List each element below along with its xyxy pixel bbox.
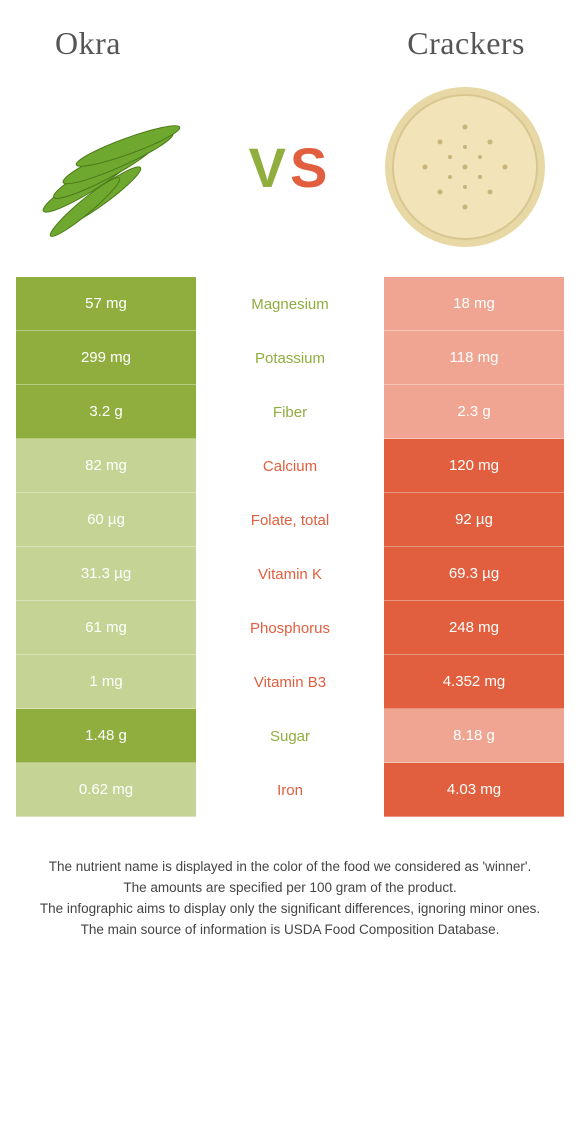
table-row: 1 mgVitamin B34.352 mg (16, 655, 564, 709)
right-value: 4.03 mg (384, 763, 564, 817)
right-value: 4.352 mg (384, 655, 564, 709)
footer-line: The main source of information is USDA F… (18, 920, 562, 941)
left-value: 299 mg (16, 331, 196, 385)
nutrient-name: Calcium (196, 439, 384, 493)
vs-v: V (249, 136, 290, 199)
left-value: 61 mg (16, 601, 196, 655)
right-value: 118 mg (384, 331, 564, 385)
right-value: 18 mg (384, 277, 564, 331)
left-value: 57 mg (16, 277, 196, 331)
table-row: 57 mgMagnesium18 mg (16, 277, 564, 331)
nutrient-name: Iron (196, 763, 384, 817)
vs-label: VS (249, 135, 332, 200)
table-row: 299 mgPotassium118 mg (16, 331, 564, 385)
left-value: 60 µg (16, 493, 196, 547)
left-value: 31.3 µg (16, 547, 196, 601)
images-row: VS (0, 72, 580, 277)
nutrient-name: Potassium (196, 331, 384, 385)
left-value: 1.48 g (16, 709, 196, 763)
okra-image (30, 82, 200, 252)
right-value: 2.3 g (384, 385, 564, 439)
comparison-table: 57 mgMagnesium18 mg299 mgPotassium118 mg… (16, 277, 564, 817)
header: Okra Crackers (0, 0, 580, 72)
right-value: 92 µg (384, 493, 564, 547)
right-value: 8.18 g (384, 709, 564, 763)
food-left-title: Okra (55, 25, 121, 62)
left-value: 3.2 g (16, 385, 196, 439)
cracker-image (380, 82, 550, 252)
footer-line: The infographic aims to display only the… (18, 899, 562, 920)
table-row: 1.48 gSugar8.18 g (16, 709, 564, 763)
nutrient-name: Phosphorus (196, 601, 384, 655)
table-row: 3.2 gFiber2.3 g (16, 385, 564, 439)
footer-notes: The nutrient name is displayed in the co… (0, 817, 580, 941)
table-row: 61 mgPhosphorus248 mg (16, 601, 564, 655)
vs-s: S (290, 136, 331, 199)
nutrient-name: Vitamin K (196, 547, 384, 601)
nutrient-name: Sugar (196, 709, 384, 763)
nutrient-name: Vitamin B3 (196, 655, 384, 709)
nutrient-name: Folate, total (196, 493, 384, 547)
nutrient-name: Fiber (196, 385, 384, 439)
footer-line: The amounts are specified per 100 gram o… (18, 878, 562, 899)
left-value: 0.62 mg (16, 763, 196, 817)
table-row: 31.3 µgVitamin K69.3 µg (16, 547, 564, 601)
right-value: 69.3 µg (384, 547, 564, 601)
footer-line: The nutrient name is displayed in the co… (18, 857, 562, 878)
nutrient-name: Magnesium (196, 277, 384, 331)
right-value: 248 mg (384, 601, 564, 655)
table-row: 60 µgFolate, total92 µg (16, 493, 564, 547)
right-value: 120 mg (384, 439, 564, 493)
table-row: 0.62 mgIron4.03 mg (16, 763, 564, 817)
food-right-title: Crackers (407, 25, 525, 62)
table-row: 82 mgCalcium120 mg (16, 439, 564, 493)
left-value: 82 mg (16, 439, 196, 493)
left-value: 1 mg (16, 655, 196, 709)
